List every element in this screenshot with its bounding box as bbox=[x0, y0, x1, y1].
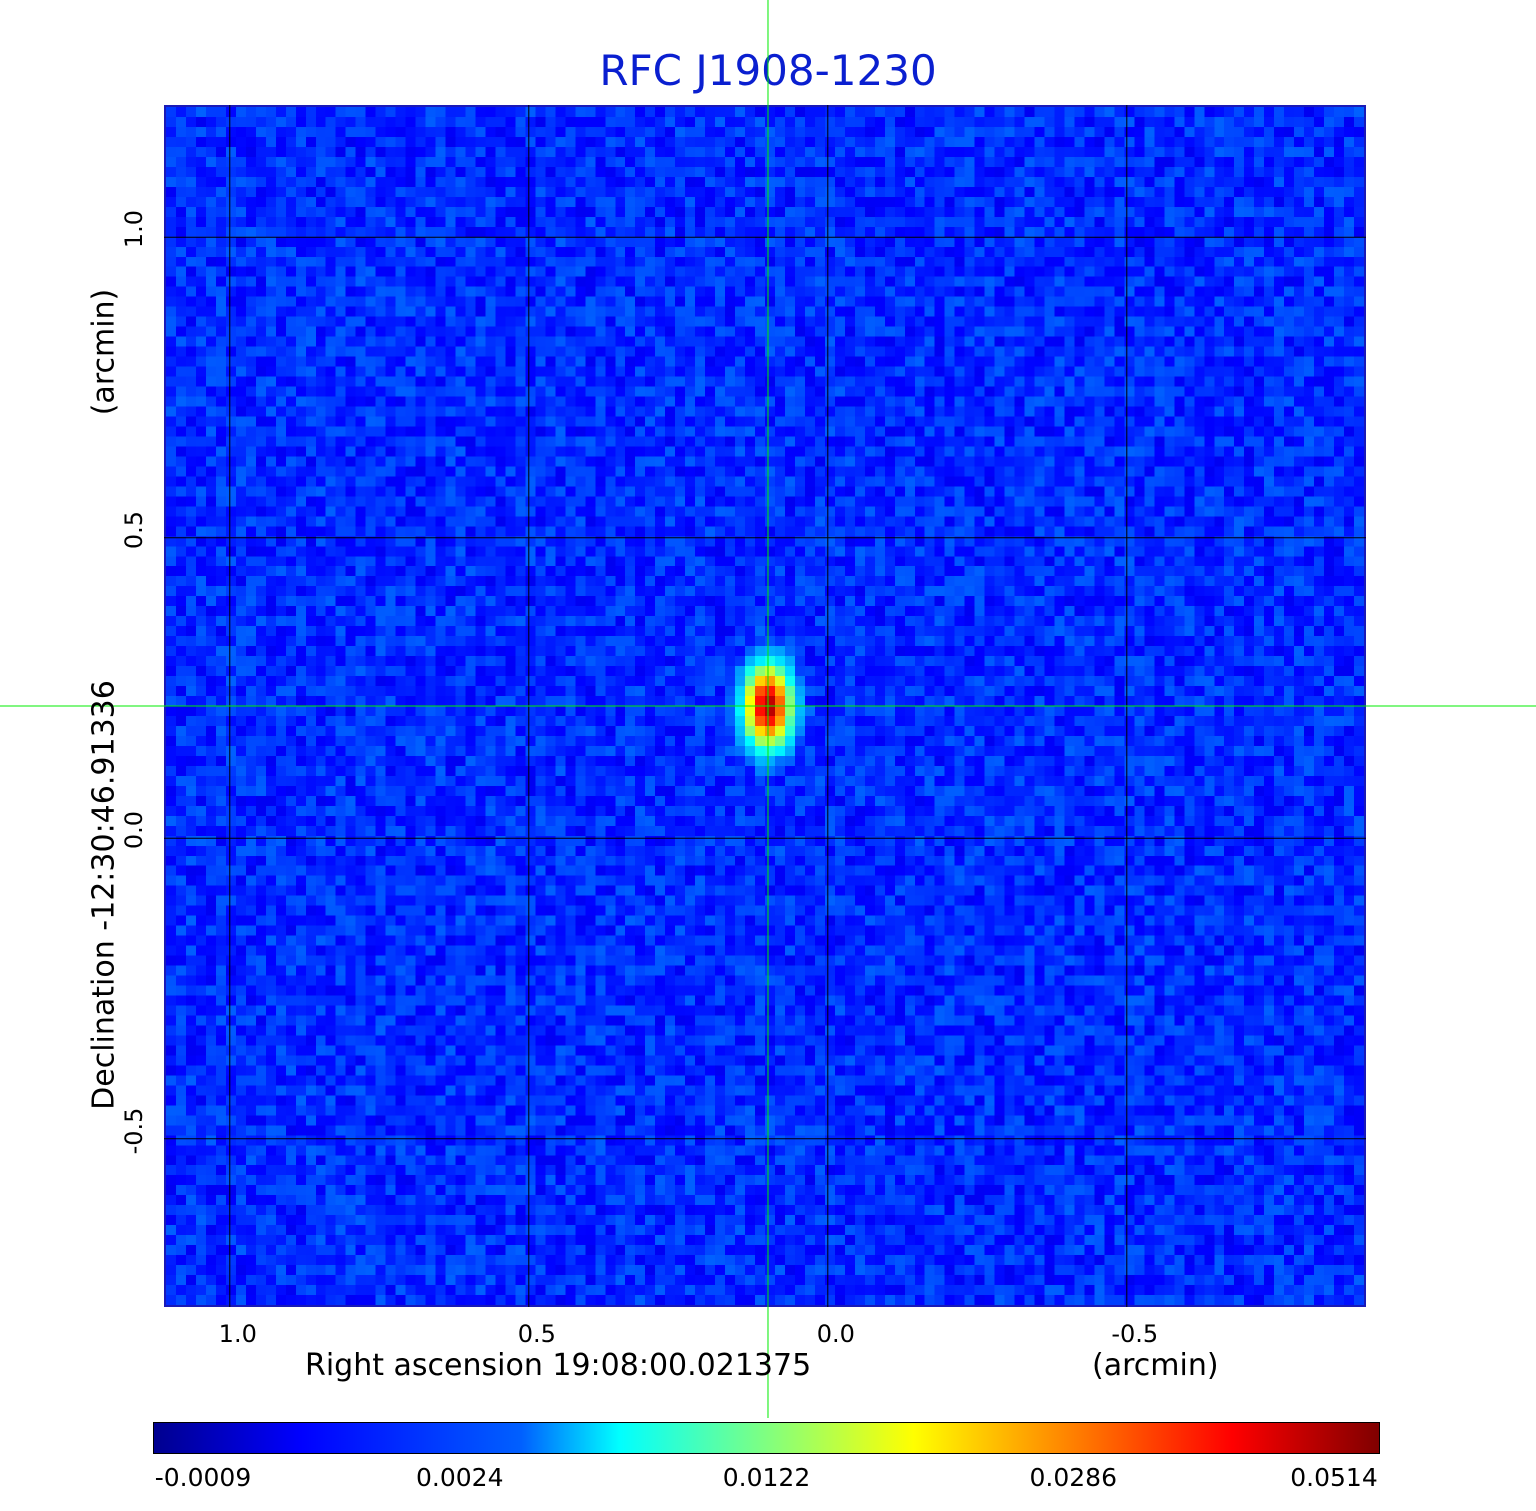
colorbar-tick-label-1: 0.0024 bbox=[416, 1463, 504, 1492]
colorbar-tick-label-4: 0.0514 bbox=[1290, 1463, 1378, 1492]
heatmap-plot-area bbox=[164, 105, 1366, 1307]
x-tick-label-0: 1.0 bbox=[218, 1320, 257, 1348]
colorbar-tick-label-2: 0.0122 bbox=[722, 1463, 811, 1492]
chart-title: RFC J1908-1230 bbox=[599, 46, 937, 95]
y-tick-label-3: -0.5 bbox=[120, 1107, 148, 1155]
colorbar bbox=[153, 1422, 1380, 1454]
colorbar-tick-label-0: -0.0009 bbox=[154, 1463, 252, 1492]
x-axis-unit: (arcmin) bbox=[1092, 1348, 1219, 1383]
y-axis-unit: (arcmin) bbox=[86, 288, 122, 416]
y-axis-label: Declination -12:30:46.91336 bbox=[86, 680, 122, 1110]
x-tick-label-1: 0.5 bbox=[517, 1320, 556, 1348]
x-tick-label-3: -0.5 bbox=[1111, 1320, 1159, 1348]
x-axis-label: Right ascension 19:08:00.021375 bbox=[305, 1348, 812, 1383]
y-tick-label-0: 1.0 bbox=[120, 210, 148, 249]
heatmap-image bbox=[166, 107, 1364, 1305]
y-tick-label-2: 0.0 bbox=[120, 811, 148, 850]
y-tick-label-1: 0.5 bbox=[120, 510, 148, 549]
x-tick-label-2: 0.0 bbox=[816, 1320, 855, 1348]
colorbar-tick-label-3: 0.0286 bbox=[1029, 1463, 1117, 1492]
